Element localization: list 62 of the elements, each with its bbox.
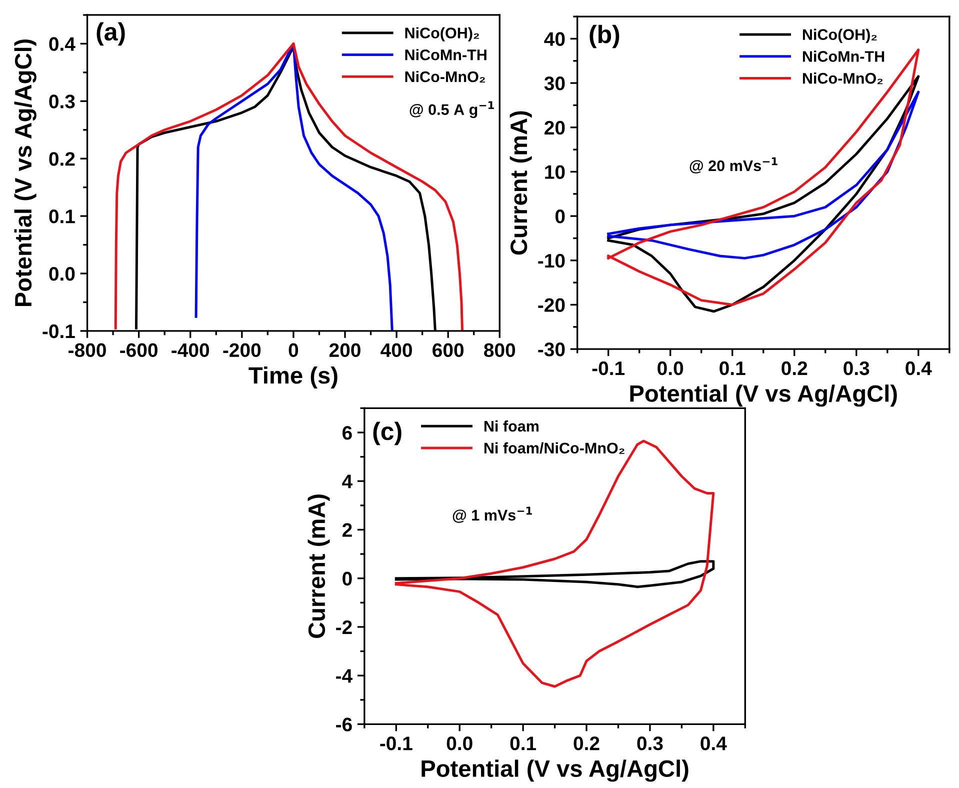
y-tick-label: 0.3 (49, 94, 75, 108)
y-tick-label: 30 (544, 76, 565, 90)
y-tick-label: 0.1 (49, 210, 75, 224)
x-tick-label: 0.4 (906, 361, 932, 376)
legend-label: NiCo(OH)₂ (802, 28, 877, 44)
y-tick-label: -20 (538, 298, 565, 312)
x-tick-label: 200 (329, 343, 360, 358)
legend-label: NiCoMn-TH (405, 49, 486, 60)
annotation: @ 0.5 A g$^{−1}$ (410, 101, 494, 118)
y-tick-label: 20 (544, 120, 565, 135)
x-tick-label: 0.3 (637, 736, 663, 750)
x-tick-label: -200 (223, 343, 261, 358)
y-tick-label: 0 (555, 210, 565, 224)
x-tick-label: 800 (484, 343, 516, 358)
y-tick-label: -2 (336, 620, 352, 634)
y-axis-title: Current (mA) (510, 111, 532, 255)
y-tick-label: -6 (336, 718, 352, 732)
x-tick-label: -0.1 (592, 361, 625, 376)
y-tick-label: -30 (538, 342, 565, 356)
y-tick-label: 10 (545, 165, 565, 179)
y-tick-label: 0.0 (49, 266, 75, 281)
y-tick-label: -0.1 (42, 324, 75, 338)
x-axis-title: Potential (V vs Ag/AgCl) (422, 760, 688, 782)
annotation: (a) (96, 22, 125, 46)
x-tick-label: 0 (288, 343, 298, 358)
x-tick-label: 600 (432, 343, 464, 358)
x-tick-label: -400 (172, 343, 210, 358)
y-tick-label: 0 (342, 572, 352, 586)
x-tick-label: 0.4 (700, 736, 727, 750)
x-axis-title: Time (s) (248, 366, 338, 388)
annotation: @ 20 mVs$^{−1}$ (690, 157, 778, 174)
x-tick-label: 0.1 (720, 361, 746, 376)
legend-label: Ni foam (484, 420, 539, 432)
y-tick-label: 6 (342, 426, 352, 440)
annotation: @ 1 mVs$^{−1}$ (452, 506, 532, 523)
legend-label: NiCo(OH)₂ (405, 27, 479, 42)
x-tick-label: 0.2 (574, 736, 600, 750)
y-tick-label: 0.4 (49, 37, 76, 51)
x-tick-label: -800 (68, 343, 106, 358)
annotation: (b) (590, 24, 620, 48)
legend-label: Ni foam/NiCo-MnO₂ (484, 442, 624, 454)
annotation: (c) (373, 422, 402, 446)
x-tick-label: 400 (380, 343, 412, 358)
x-axis-title: Potential (V vs Ag/AgCl) (630, 384, 897, 407)
x-tick-label: 0.2 (782, 361, 808, 376)
legend-label: NiCo-MnO₂ (802, 72, 883, 84)
y-axis-title: Potential (V vs Ag/AgCl) (14, 39, 36, 306)
x-tick-label: -0.1 (380, 736, 412, 750)
x-tick-label: -600 (120, 343, 158, 358)
y-tick-label: -4 (336, 669, 353, 683)
x-tick-label: 0.0 (446, 736, 472, 750)
y-axis-title: Current (mA) (308, 494, 330, 638)
y-tick-label: 40 (544, 32, 565, 46)
x-tick-label: 0.0 (658, 361, 684, 376)
legend-label: NiCo-MnO₂ (405, 70, 485, 83)
x-tick-label: 0.1 (510, 736, 536, 750)
y-tick-label: -10 (538, 254, 565, 268)
y-tick-label: 0.2 (49, 152, 75, 166)
x-tick-label: 0.3 (844, 361, 870, 376)
y-tick-label: 4 (342, 474, 353, 488)
legend-label: NiCoMn-TH (802, 50, 884, 62)
y-tick-label: 2 (342, 523, 352, 537)
